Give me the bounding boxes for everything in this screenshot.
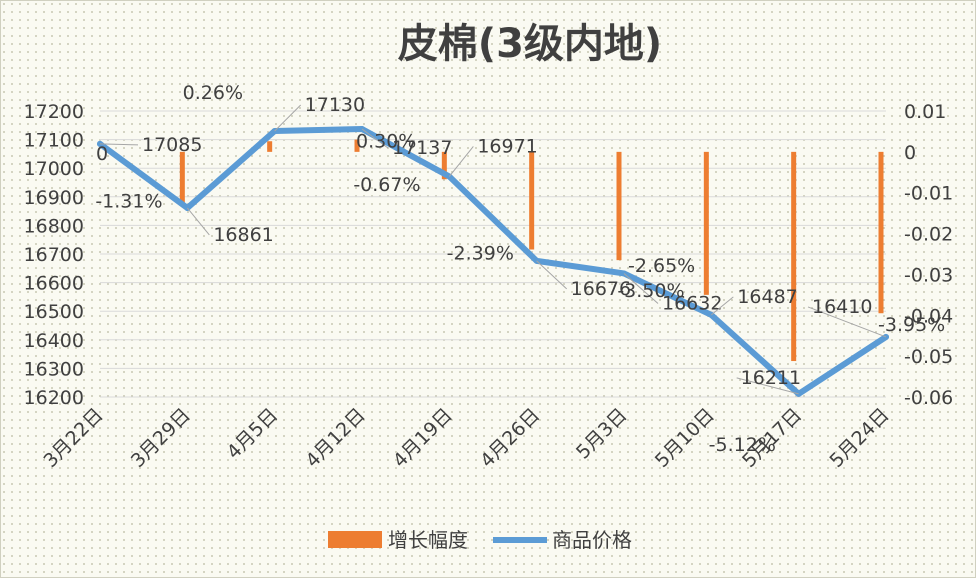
chart-title: 皮棉(3级内地)	[398, 21, 662, 67]
bar-data-label: -2.39%	[447, 243, 514, 265]
leader-line	[274, 104, 302, 132]
line-series	[97, 126, 889, 397]
leader-line	[736, 377, 799, 395]
x-tick-label: 4月26日	[476, 404, 544, 472]
x-tick-label: 5月24日	[825, 404, 893, 472]
bar	[703, 151, 709, 295]
bar-data-label: -3.95%	[878, 314, 945, 336]
legend-swatch-bar	[328, 531, 382, 548]
line-path	[97, 126, 889, 397]
line-data-label: 16487	[737, 286, 797, 308]
bar-data-label: -0.67%	[353, 174, 420, 196]
left-tick-label: 16300	[24, 358, 84, 380]
legend-label-line: 商品价格	[552, 528, 632, 552]
x-tick-label: 4月5日	[223, 404, 283, 464]
bar-data-label: 0.30%	[356, 131, 416, 153]
leader-line	[99, 143, 139, 146]
left-tick-label: 16800	[24, 215, 84, 237]
left-tick-label: 16500	[24, 301, 84, 323]
left-tick-label: 17100	[24, 130, 84, 152]
left-tick-label: 16400	[24, 330, 84, 352]
line-data-label: 17130	[305, 94, 365, 116]
bar	[441, 151, 447, 180]
bar	[179, 151, 185, 206]
right-tick-label: -0.06	[904, 387, 953, 409]
bar-data-label: -2.65%	[628, 255, 695, 277]
right-tick-label: 0	[904, 142, 916, 164]
x-tick-label: 5月3日	[572, 404, 632, 464]
bar-data-label: -3.50%	[617, 280, 684, 302]
bar	[529, 151, 535, 250]
x-tick-label: 3月29日	[127, 404, 195, 472]
bar	[354, 139, 360, 152]
leader-line	[186, 207, 210, 236]
left-tick-label: 16700	[24, 244, 84, 266]
left-tick-label: 17200	[24, 101, 84, 123]
line-data-label: 16971	[477, 135, 537, 157]
x-tick-label: 3月22日	[39, 404, 107, 472]
bar-series	[179, 139, 884, 362]
right-tick-label: -0.03	[904, 264, 953, 286]
line-data-label: 16861	[213, 224, 273, 246]
line-data-label: 17085	[142, 134, 202, 156]
leader-line	[448, 146, 474, 177]
leader-line	[623, 273, 659, 304]
bar-data-label: 0.26%	[183, 82, 243, 104]
leader-line	[807, 306, 887, 338]
line-data-label: 16211	[741, 367, 801, 389]
x-tick-label: 4月12日	[301, 404, 369, 472]
line-data-label: 16632	[662, 292, 722, 314]
right-tick-label: -0.02	[904, 224, 953, 246]
right-axis: 0.01 0 -0.01 -0.02 -0.03 -0.04 -0.05 -0.06	[904, 101, 953, 409]
left-tick-label: 17000	[24, 158, 84, 180]
left-tick-label: 16900	[24, 187, 84, 209]
gridlines	[100, 110, 886, 398]
line-data-label: 16410	[812, 296, 872, 318]
leader-line	[361, 128, 389, 149]
left-tick-label: 16200	[24, 387, 84, 409]
data-labels: 17085 16861 17130 17137 16971 16676 16632 16487…	[95, 82, 945, 456]
leader-line	[711, 296, 734, 316]
bar-data-label: -1.31%	[95, 190, 162, 212]
right-tick-label: -0.01	[904, 183, 953, 205]
right-tick-label: 0.01	[904, 101, 946, 123]
bar	[616, 151, 622, 261]
bar	[267, 141, 273, 152]
bar-data-label: -5.12%	[709, 434, 776, 456]
legend: 增长幅度 商品价格	[328, 528, 632, 552]
legend-label-bar: 增长幅度	[388, 528, 468, 552]
right-tick-label: -0.05	[904, 346, 953, 368]
line-data-label: 16676	[571, 278, 631, 300]
x-tick-label: 4月19日	[389, 404, 457, 472]
left-axis: 16200 16300 16400 16500 16600 16700 16800 16900…	[24, 101, 84, 409]
line-data-label: 17137	[392, 137, 452, 159]
bar	[791, 151, 797, 362]
right-tick-label: -0.04	[904, 305, 953, 327]
leader-line	[536, 260, 568, 290]
bar	[878, 151, 884, 314]
left-tick-label: 16600	[24, 273, 84, 295]
bar-data-label: 0	[96, 143, 108, 165]
